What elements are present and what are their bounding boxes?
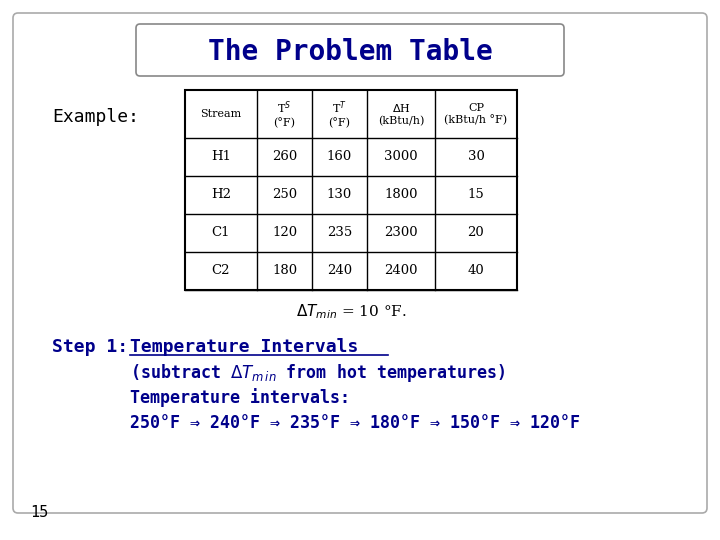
Text: Example:: Example: — [52, 108, 139, 126]
Text: 2400: 2400 — [384, 265, 418, 278]
Text: Stream: Stream — [200, 109, 242, 119]
Text: H2: H2 — [211, 188, 231, 201]
Text: 30: 30 — [467, 151, 485, 164]
Text: CP
(kBtu/h °F): CP (kBtu/h °F) — [444, 103, 508, 125]
Text: 180: 180 — [272, 265, 297, 278]
Text: 250°F ⇒ 240°F ⇒ 235°F ⇒ 180°F ⇒ 150°F ⇒ 120°F: 250°F ⇒ 240°F ⇒ 235°F ⇒ 180°F ⇒ 150°F ⇒ … — [130, 414, 580, 432]
FancyBboxPatch shape — [136, 24, 564, 76]
FancyBboxPatch shape — [13, 13, 707, 513]
Text: 2300: 2300 — [384, 226, 418, 240]
Text: 240: 240 — [327, 265, 352, 278]
Text: C1: C1 — [212, 226, 230, 240]
Text: (subtract $\Delta T_{m\,in}$ from hot temperatures): (subtract $\Delta T_{m\,in}$ from hot te… — [130, 362, 505, 384]
Text: 120: 120 — [272, 226, 297, 240]
Text: 130: 130 — [327, 188, 352, 201]
Text: 1800: 1800 — [384, 188, 418, 201]
Text: Temperature intervals:: Temperature intervals: — [130, 388, 350, 407]
Text: Temperature Intervals: Temperature Intervals — [130, 338, 359, 356]
Text: Step 1:: Step 1: — [52, 338, 128, 356]
Text: 15: 15 — [30, 505, 48, 520]
Text: T$^T$
(°F): T$^T$ (°F) — [328, 99, 351, 129]
Text: 160: 160 — [327, 151, 352, 164]
Bar — [185, 90, 517, 290]
Text: T$^S$
(°F): T$^S$ (°F) — [274, 99, 295, 129]
Text: $\Delta$H
(kBtu/h): $\Delta$H (kBtu/h) — [378, 102, 424, 126]
Text: 3000: 3000 — [384, 151, 418, 164]
Text: H1: H1 — [211, 151, 231, 164]
Text: 235: 235 — [327, 226, 352, 240]
Text: 20: 20 — [467, 226, 485, 240]
Text: The Problem Table: The Problem Table — [207, 38, 492, 66]
Text: $\Delta T_{min}$ = 10 °F.: $\Delta T_{min}$ = 10 °F. — [296, 302, 406, 321]
Text: 15: 15 — [467, 188, 485, 201]
Text: C2: C2 — [212, 265, 230, 278]
Text: 260: 260 — [272, 151, 297, 164]
Text: 40: 40 — [467, 265, 485, 278]
Text: 250: 250 — [272, 188, 297, 201]
